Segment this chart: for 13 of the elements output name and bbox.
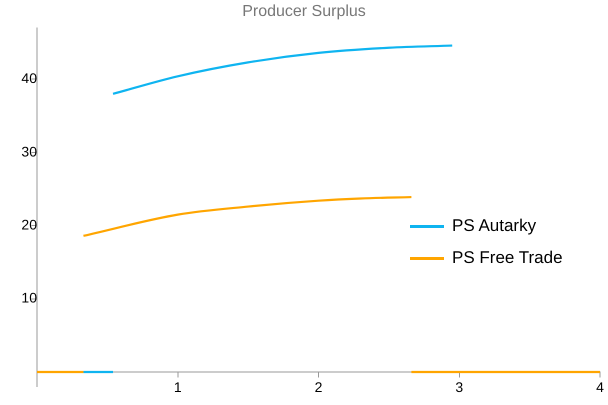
legend-label: PS Autarky xyxy=(452,216,536,236)
x-tick-label: 4 xyxy=(596,379,604,396)
y-tick-label: 10 xyxy=(21,290,38,306)
y-tick-label: 40 xyxy=(21,70,38,86)
y-tick-label: 20 xyxy=(21,216,38,232)
legend-label: PS Free Trade xyxy=(452,248,563,268)
x-tick-label: 2 xyxy=(314,379,323,396)
x-tick-label: 3 xyxy=(455,379,464,396)
chart-title: Producer Surplus xyxy=(241,3,367,21)
line-series xyxy=(82,196,412,237)
x-tick-label: 1 xyxy=(174,379,182,396)
y-tick-label: 30 xyxy=(21,143,38,160)
line-series xyxy=(112,44,454,95)
